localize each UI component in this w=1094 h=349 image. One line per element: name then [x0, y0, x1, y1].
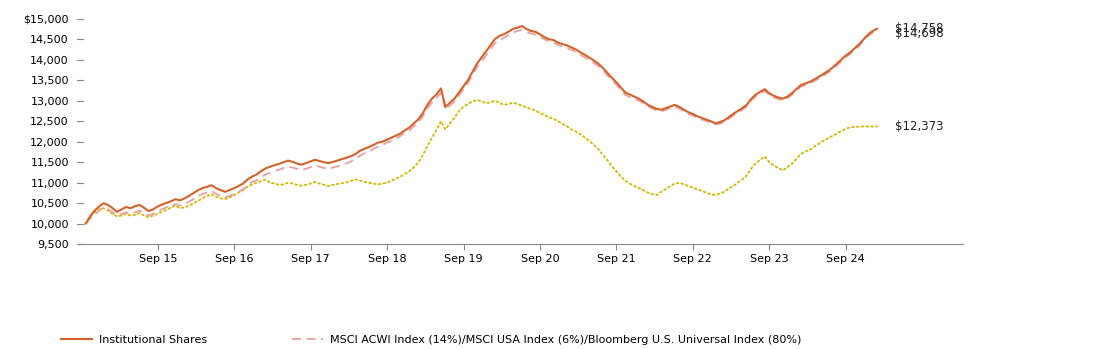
Legend: Institutional Shares, Bloomberg U.S. Universal Index, MSCI ACWI Index (14%)/MSCI: Institutional Shares, Bloomberg U.S. Uni… [61, 335, 801, 349]
Text: $12,373: $12,373 [895, 120, 944, 133]
Text: $14,758: $14,758 [895, 22, 944, 35]
Text: $14,698: $14,698 [895, 27, 944, 40]
